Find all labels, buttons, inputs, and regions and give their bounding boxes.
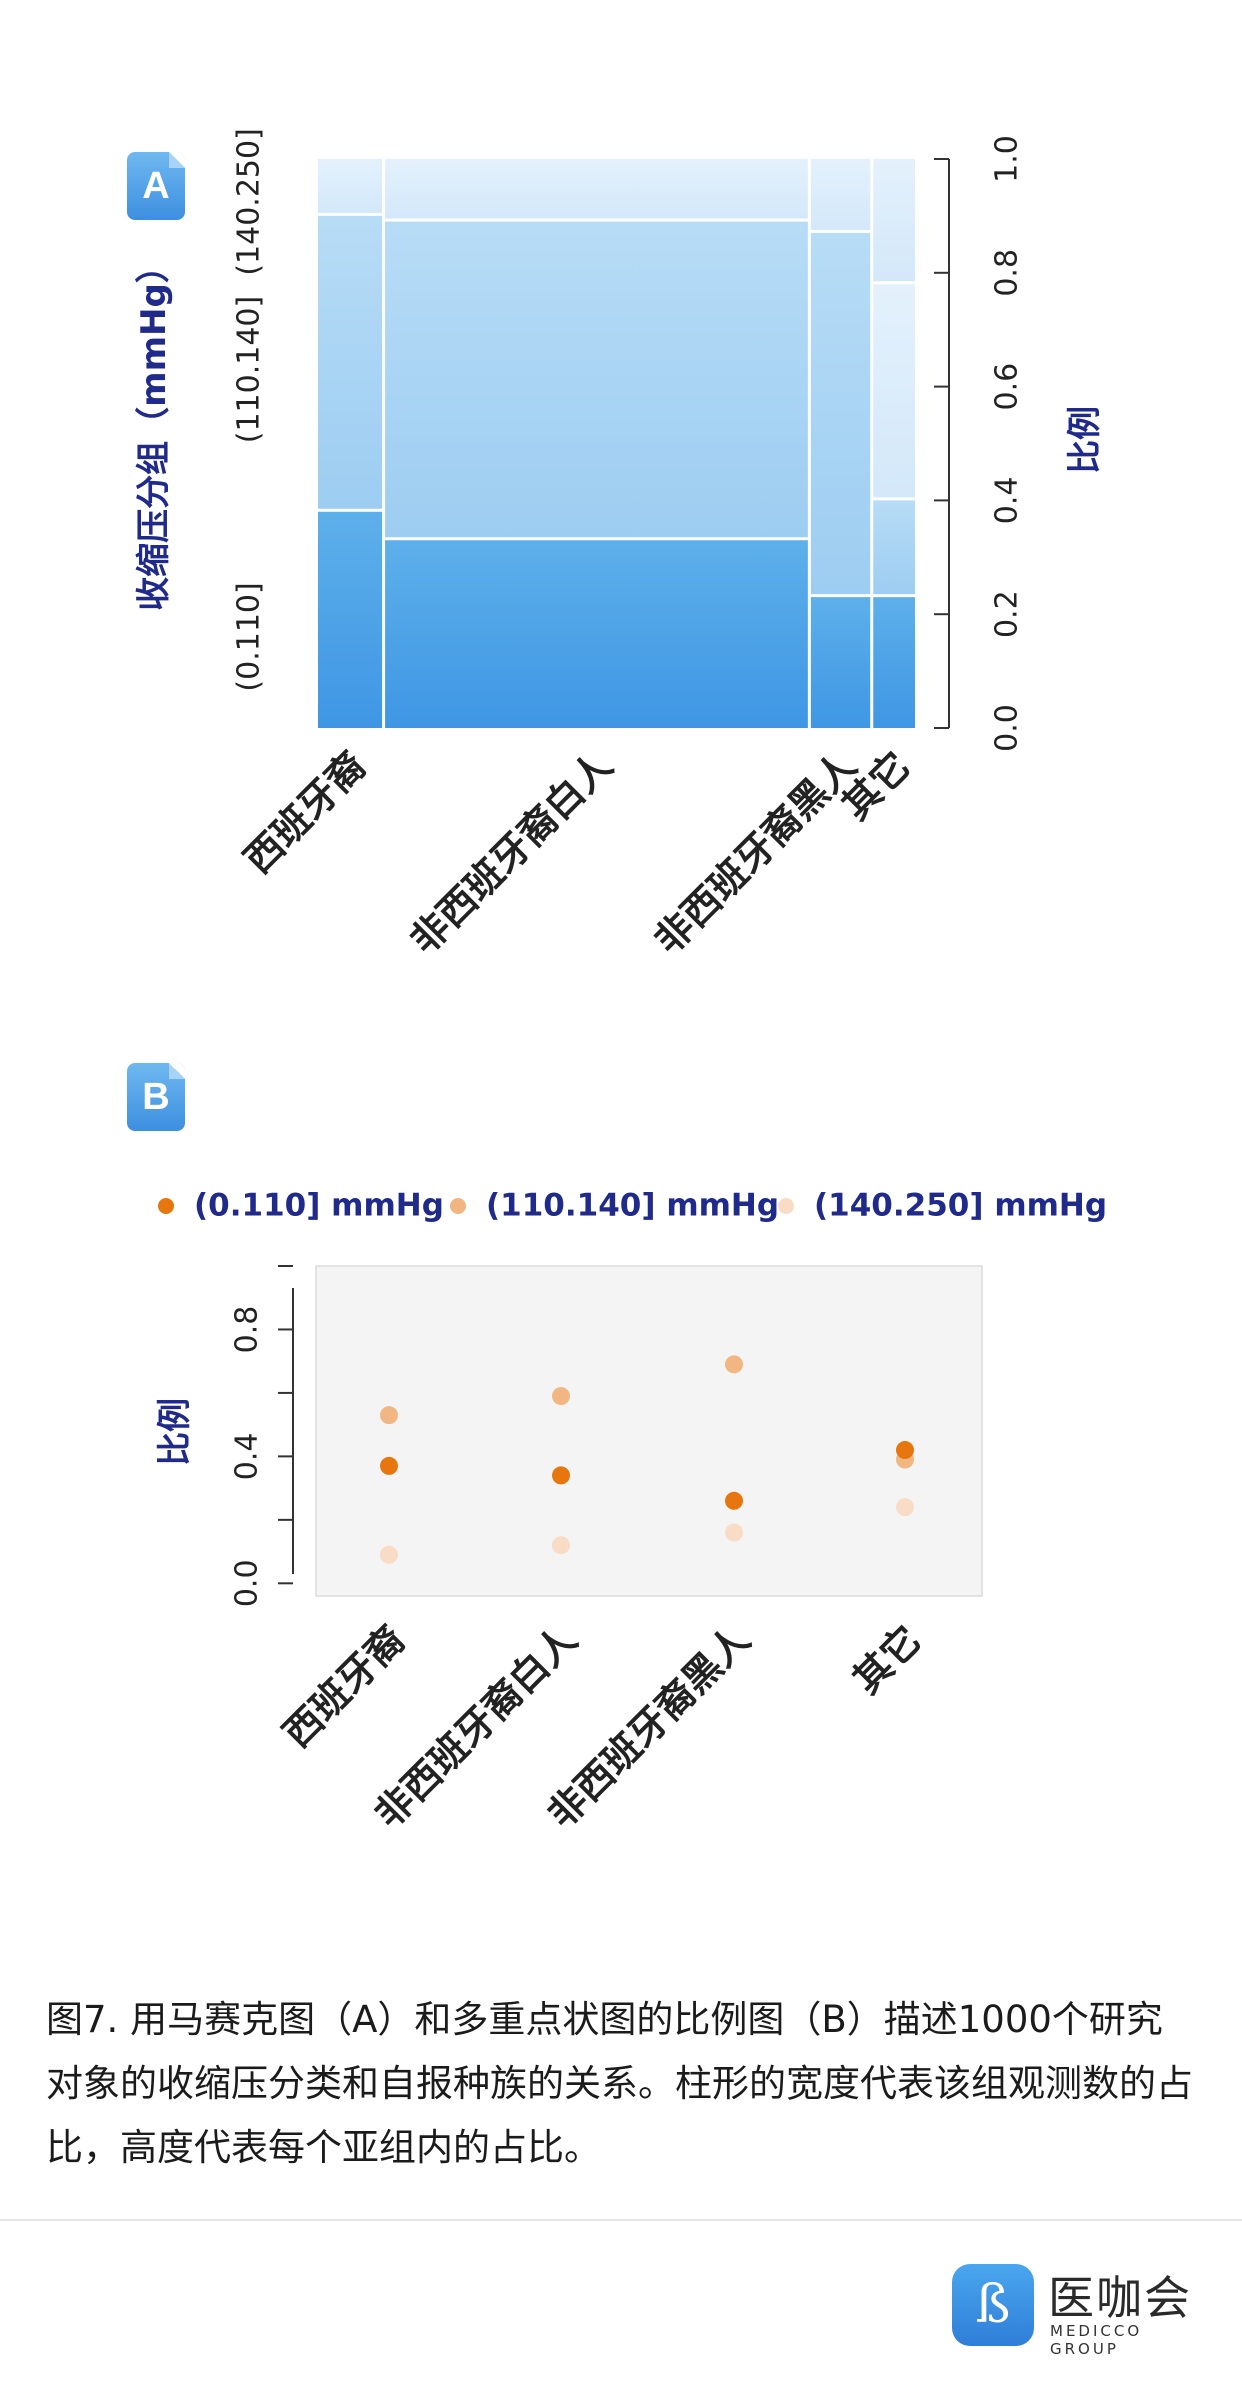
legend-swatch — [778, 1198, 794, 1214]
legend-swatch — [158, 1198, 174, 1214]
tick-label: 0.4 — [990, 477, 1025, 525]
category-label: 非西班牙裔白人 — [366, 1617, 585, 1836]
data-point — [552, 1387, 570, 1406]
left-group-labels: (0.110] (110.140] (140.250] — [232, 128, 267, 691]
right-axis-ticks: 0.0 0.2 0.4 0.6 0.8 1.0 — [934, 135, 1025, 752]
tick-label: 0.6 — [990, 363, 1025, 411]
legend-swatch — [450, 1198, 466, 1214]
tick-label: 1.0 — [990, 135, 1025, 183]
right-axis-label: 比例 — [1065, 406, 1105, 474]
x-category-labels: 西班牙裔非西班牙裔白人非西班牙裔黑人其它 — [236, 743, 919, 962]
panel-a-badge: A — [127, 152, 185, 220]
legend-label: (0.110] mmHg — [194, 1188, 444, 1224]
data-point — [380, 1456, 398, 1475]
tick-label: 0.0 — [230, 1559, 265, 1607]
data-point — [380, 1406, 398, 1425]
mosaic-cell — [810, 597, 871, 728]
category-label: 西班牙裔 — [275, 1617, 414, 1756]
legend-label: (110.140] mmHg — [486, 1188, 779, 1224]
mosaic-chart: 0.0 0.2 0.4 0.6 0.8 1.0 比例 收缩压分组（mmHg） (0.110… — [134, 128, 1105, 962]
mosaic-cell — [385, 540, 808, 728]
tick-label: 0.8 — [990, 249, 1025, 297]
mosaic-cells — [318, 159, 915, 728]
brand-logo: ß 医咖会 MEDICCO GROUP — [952, 2262, 1212, 2358]
category-label: 非西班牙裔白人 — [402, 743, 621, 962]
mosaic-cell — [318, 159, 383, 213]
divider — [0, 2219, 1242, 2221]
y-axis-ticks: 0.0 0.4 0.8 — [230, 1265, 293, 1607]
data-point — [896, 1441, 914, 1460]
logo-mark-icon: ß — [952, 2264, 1034, 2346]
mosaic-cell — [873, 500, 915, 595]
data-point — [725, 1523, 743, 1542]
mosaic-cell — [385, 159, 808, 219]
data-point — [552, 1536, 570, 1555]
group-label: (110.140] — [232, 296, 267, 443]
category-label: 非西班牙裔黑人 — [646, 743, 865, 962]
data-point — [896, 1498, 914, 1517]
tick-label: 0.8 — [230, 1306, 265, 1354]
legend: (0.110] mmHg (110.140] mmHg (140.250] mmHg — [158, 1188, 1107, 1224]
category-label: 其它 — [845, 1617, 930, 1702]
group-label: (140.250] — [232, 128, 267, 275]
panel-b-badge: B — [127, 1063, 185, 1131]
legend-label: (140.250] mmHg — [814, 1188, 1107, 1224]
tick-label: 0.4 — [230, 1433, 265, 1481]
plot-area — [315, 1265, 983, 1597]
data-point — [552, 1466, 570, 1485]
mosaic-cell — [385, 221, 808, 538]
mosaic-cell — [318, 511, 383, 728]
mosaic-cell — [873, 284, 915, 498]
logo-name: 医咖会 — [1048, 2271, 1192, 2325]
mosaic-cell — [873, 597, 915, 728]
logo-subname: MEDICCO GROUP — [1050, 2322, 1143, 2358]
tick-label: 0.2 — [990, 590, 1025, 638]
data-point — [725, 1355, 743, 1374]
category-label: 非西班牙裔黑人 — [539, 1617, 758, 1836]
data-point — [725, 1491, 743, 1510]
mosaic-cell — [873, 159, 915, 282]
data-point — [896, 1450, 914, 1469]
data-points — [380, 1355, 914, 1564]
group-label: (0.110] — [232, 582, 267, 691]
category-label: 西班牙裔 — [236, 743, 375, 882]
left-axis-label: 收缩压分组（mmHg） — [134, 249, 174, 611]
mosaic-cell — [810, 159, 871, 230]
figure-caption: 图7. 用马赛克图（A）和多重点状图的比例图（B）描述1000个研究对象的收缩压… — [46, 1998, 1193, 2169]
data-point — [380, 1545, 398, 1564]
mosaic-cell — [810, 232, 871, 595]
y-axis-label: 比例 — [155, 1398, 195, 1466]
mosaic-cell — [318, 215, 383, 509]
tick-label: 0.0 — [990, 704, 1025, 752]
